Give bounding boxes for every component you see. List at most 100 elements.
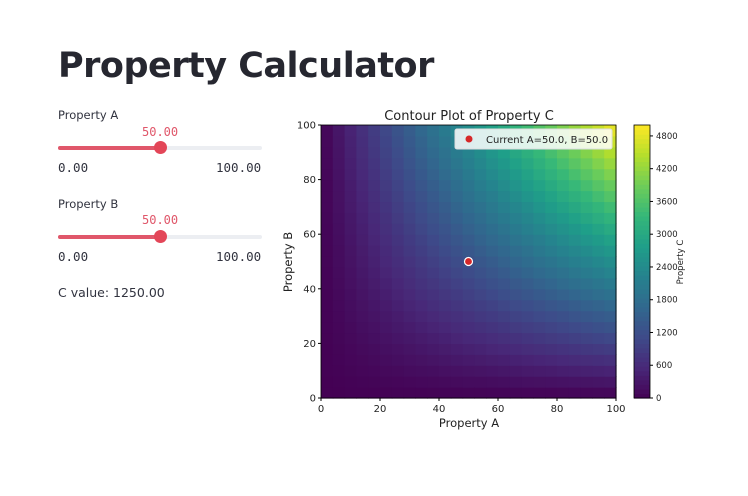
heatmap-cell xyxy=(557,343,570,355)
heatmap-cell xyxy=(604,332,617,344)
heatmap-cell xyxy=(462,354,475,366)
heatmap-cell xyxy=(545,201,558,213)
y-tick-label: 0 xyxy=(310,394,316,405)
heatmap-cell xyxy=(557,288,570,301)
heatmap-cell xyxy=(356,266,369,279)
heatmap-cell xyxy=(568,387,582,399)
heatmap-cell xyxy=(450,376,464,388)
heatmap-cell xyxy=(604,146,617,159)
heatmap-cell xyxy=(427,256,440,268)
heatmap-cell xyxy=(332,376,346,388)
heatmap-cell xyxy=(604,212,617,224)
heatmap-cell xyxy=(509,234,523,246)
heatmap-cell xyxy=(368,245,381,257)
slider-track[interactable] xyxy=(58,141,262,154)
heatmap-cell xyxy=(321,223,334,235)
page-title: Property Calculator xyxy=(58,46,434,86)
colorbar-segment xyxy=(634,197,650,203)
heatmap-cell xyxy=(474,201,487,213)
heatmap-cell xyxy=(332,179,346,192)
x-tick-label: 40 xyxy=(433,404,446,415)
heatmap-cell xyxy=(356,376,369,388)
slider-thumb[interactable] xyxy=(154,141,167,154)
heatmap-cell xyxy=(545,365,558,377)
heatmap-cell xyxy=(592,212,605,224)
heatmap-cell xyxy=(545,190,558,203)
heatmap-cell xyxy=(557,168,570,181)
heatmap-cell xyxy=(415,212,428,224)
heatmap-cell xyxy=(439,310,452,323)
current-point-marker xyxy=(463,256,474,267)
heatmap-cell xyxy=(321,299,334,312)
heatmap-cell xyxy=(403,234,416,246)
heatmap-cell xyxy=(486,179,499,192)
heatmap-cell xyxy=(568,354,582,366)
colorbar-segment xyxy=(634,229,650,235)
heatmap-cell xyxy=(568,168,582,181)
heatmap-cell xyxy=(498,256,511,268)
slider-track[interactable] xyxy=(58,230,262,243)
colorbar-segment xyxy=(634,329,650,335)
heatmap-cell xyxy=(356,365,369,377)
heatmap-cell xyxy=(474,376,487,388)
heatmap-cell xyxy=(391,234,405,246)
heatmap-cell xyxy=(580,234,593,246)
colorbar-segment xyxy=(634,175,650,181)
heatmap-cell xyxy=(368,387,381,399)
heatmap-cell xyxy=(321,190,334,203)
heatmap-cell xyxy=(462,234,475,246)
heatmap-cell xyxy=(568,256,582,268)
colorbar-segment xyxy=(634,293,650,299)
heatmap-cell xyxy=(450,179,464,192)
slider-value: 50.00 xyxy=(142,125,179,139)
heatmap-cell xyxy=(521,288,534,301)
heatmap-cell xyxy=(557,376,570,388)
heatmap-cell xyxy=(403,179,416,192)
heatmap-cell xyxy=(439,365,452,377)
heatmap-cell xyxy=(498,266,511,279)
heatmap-cell xyxy=(486,266,499,279)
colorbar: 0 600 1200 1800 2400 3000 3600 4200 4800 xyxy=(633,124,678,404)
heatmap-cell xyxy=(321,168,334,181)
heatmap-cell xyxy=(427,190,440,203)
slider-value: 50.00 xyxy=(142,213,179,227)
heatmap-cell xyxy=(403,376,416,388)
heatmap-cell xyxy=(380,354,393,366)
heatmap-cell xyxy=(568,146,582,159)
heatmap-cell xyxy=(545,332,558,344)
heatmap-cell xyxy=(344,125,357,137)
heatmap-cell xyxy=(533,343,546,355)
heatmap-cell xyxy=(521,256,534,268)
colorbar-tick-label: 2400 xyxy=(656,263,678,273)
heatmap-cell xyxy=(474,387,487,399)
heatmap-cell xyxy=(521,179,534,192)
colorbar-label: Property C xyxy=(676,240,686,285)
heatmap-cell xyxy=(403,223,416,235)
heatmap-cell xyxy=(486,310,499,323)
slider-thumb[interactable] xyxy=(154,230,167,243)
heatmap-cell xyxy=(509,365,523,377)
heatmap-cell xyxy=(391,179,405,192)
heatmap-cell xyxy=(344,245,357,257)
heatmap-cell xyxy=(368,146,381,159)
heatmap-cell xyxy=(332,299,346,312)
heatmap-cell xyxy=(380,332,393,344)
heatmap-cell xyxy=(450,157,464,170)
colorbar-segment xyxy=(634,134,650,140)
heatmap-cell xyxy=(486,157,499,170)
y-tick-label: 60 xyxy=(303,230,316,241)
heatmap-cell xyxy=(592,256,605,268)
heatmap-cell xyxy=(545,321,558,334)
heatmap-cell xyxy=(368,157,381,170)
colorbar-tick-label: 0 xyxy=(656,394,661,404)
heatmap-cell xyxy=(344,256,357,268)
heatmap-cell xyxy=(415,266,428,279)
heatmap-cell xyxy=(380,245,393,257)
heatmap-cell xyxy=(474,168,487,181)
colorbar-segment xyxy=(634,129,650,135)
colorbar-segment xyxy=(634,188,650,194)
heatmap-cell xyxy=(403,310,416,323)
colorbar-segment xyxy=(634,261,650,267)
heatmap-cell xyxy=(498,376,511,388)
heatmap-cell xyxy=(415,190,428,203)
